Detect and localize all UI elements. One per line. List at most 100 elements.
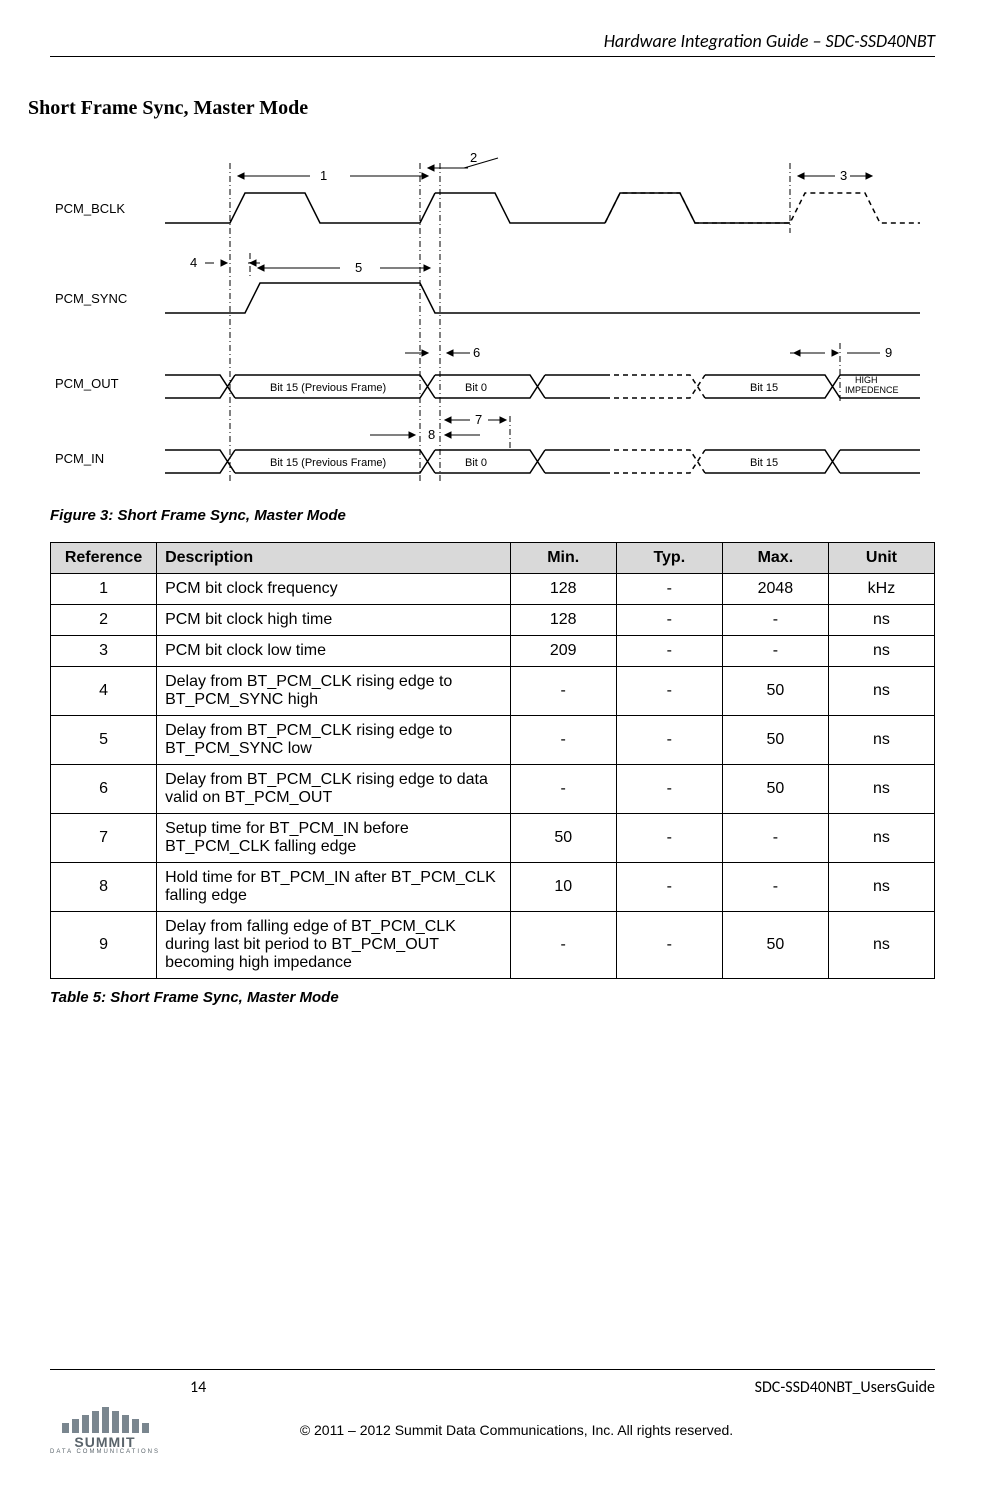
anno-8: 8: [428, 427, 435, 442]
page-footer: 14 SDC-SSD40NBT_UsersGuide SUMMIT DATA C…: [50, 1369, 935, 1455]
cell-min: 128: [510, 574, 616, 605]
th-unit: Unit: [828, 543, 934, 574]
pcm-out-hiz-l2: IMPEDENCE: [845, 385, 899, 395]
anno-1: 1: [320, 168, 327, 183]
anno-7: 7: [475, 412, 482, 427]
pcm-out-hiz-l1: HIGH: [855, 375, 878, 385]
cell-max: 50: [722, 765, 828, 814]
table-row: 6Delay from BT_PCM_CLK rising edge to da…: [51, 765, 935, 814]
cell-min: 128: [510, 605, 616, 636]
cell-max: 50: [722, 667, 828, 716]
cell-desc: PCM bit clock high time: [157, 605, 511, 636]
cell-max: 50: [722, 716, 828, 765]
cell-typ: -: [616, 863, 722, 912]
timing-table: Reference Description Min. Typ. Max. Uni…: [50, 542, 935, 979]
cell-ref: 8: [51, 863, 157, 912]
cell-min: 50: [510, 814, 616, 863]
cell-unit: ns: [828, 912, 934, 979]
th-max: Max.: [722, 543, 828, 574]
cell-ref: 1: [51, 574, 157, 605]
cell-min: 209: [510, 636, 616, 667]
cell-max: 2048: [722, 574, 828, 605]
cell-typ: -: [616, 814, 722, 863]
cell-ref: 9: [51, 912, 157, 979]
cell-ref: 7: [51, 814, 157, 863]
th-description: Description: [157, 543, 511, 574]
cell-min: -: [510, 765, 616, 814]
cell-desc: Hold time for BT_PCM_IN after BT_PCM_CLK…: [157, 863, 511, 912]
cell-ref: 4: [51, 667, 157, 716]
label-pcm-in: PCM_IN: [55, 451, 104, 466]
page-number: 14: [190, 1378, 206, 1397]
table-caption: Table 5: Short Frame Sync, Master Mode: [50, 989, 935, 1006]
figure-caption: Figure 3: Short Frame Sync, Master Mode: [50, 507, 935, 524]
logo-text: SUMMIT: [74, 1435, 135, 1449]
timing-diagram: PCM_BCLK PCM_SYNC PCM_OUT PCM_IN 1 2 3: [50, 138, 920, 488]
anno-6: 6: [473, 345, 480, 360]
cell-desc: Delay from falling edge of BT_PCM_CLK du…: [157, 912, 511, 979]
table-row: 8Hold time for BT_PCM_IN after BT_PCM_CL…: [51, 863, 935, 912]
copyright-text: © 2011 – 2012 Summit Data Communications…: [178, 1422, 855, 1438]
pcm-out-bit15: Bit 15: [750, 382, 778, 394]
th-min: Min.: [510, 543, 616, 574]
summit-logo: SUMMIT DATA COMMUNICATIONS: [50, 1405, 160, 1455]
cell-unit: ns: [828, 636, 934, 667]
table-header-row: Reference Description Min. Typ. Max. Uni…: [51, 543, 935, 574]
table-row: 5Delay from BT_PCM_CLK rising edge to BT…: [51, 716, 935, 765]
cell-unit: ns: [828, 667, 934, 716]
pcm-out-bit0: Bit 0: [465, 382, 487, 394]
logo-subtext: DATA COMMUNICATIONS: [50, 1449, 160, 1455]
table-row: 1PCM bit clock frequency128-2048kHz: [51, 574, 935, 605]
cell-ref: 6: [51, 765, 157, 814]
cell-desc: PCM bit clock frequency: [157, 574, 511, 605]
cell-unit: ns: [828, 716, 934, 765]
cell-desc: Setup time for BT_PCM_IN before BT_PCM_C…: [157, 814, 511, 863]
cell-unit: ns: [828, 863, 934, 912]
cell-desc: PCM bit clock low time: [157, 636, 511, 667]
cell-min: -: [510, 912, 616, 979]
label-pcm-sync: PCM_SYNC: [55, 291, 127, 306]
cell-typ: -: [616, 667, 722, 716]
cell-max: -: [722, 863, 828, 912]
anno-2: 2: [470, 150, 477, 165]
cell-unit: ns: [828, 814, 934, 863]
label-pcm-bclk: PCM_BCLK: [55, 201, 125, 216]
cell-min: -: [510, 667, 616, 716]
label-pcm-out: PCM_OUT: [55, 376, 119, 391]
cell-max: 50: [722, 912, 828, 979]
cell-desc: Delay from BT_PCM_CLK rising edge to BT_…: [157, 667, 511, 716]
cell-max: -: [722, 814, 828, 863]
pcm-in-bit0: Bit 0: [465, 457, 487, 469]
cell-desc: Delay from BT_PCM_CLK rising edge to BT_…: [157, 716, 511, 765]
cell-desc: Delay from BT_PCM_CLK rising edge to dat…: [157, 765, 511, 814]
table-row: 9Delay from falling edge of BT_PCM_CLK d…: [51, 912, 935, 979]
cell-unit: kHz: [828, 574, 934, 605]
doc-id: SDC-SSD40NBT_UsersGuide: [755, 1378, 935, 1397]
pcm-in-bit15: Bit 15: [750, 457, 778, 469]
cell-ref: 5: [51, 716, 157, 765]
cell-typ: -: [616, 574, 722, 605]
th-reference: Reference: [51, 543, 157, 574]
cell-typ: -: [616, 765, 722, 814]
cell-min: 10: [510, 863, 616, 912]
section-title: Short Frame Sync, Master Mode: [28, 97, 935, 120]
table-row: 4Delay from BT_PCM_CLK rising edge to BT…: [51, 667, 935, 716]
cell-unit: ns: [828, 765, 934, 814]
table-row: 7Setup time for BT_PCM_IN before BT_PCM_…: [51, 814, 935, 863]
cell-typ: -: [616, 716, 722, 765]
anno-9: 9: [885, 345, 892, 360]
header-doc-title: Hardware Integration Guide – SDC-SSD40NB…: [50, 30, 935, 57]
cell-min: -: [510, 716, 616, 765]
anno-5: 5: [355, 260, 362, 275]
table-row: 2PCM bit clock high time128--ns: [51, 605, 935, 636]
cell-ref: 3: [51, 636, 157, 667]
cell-typ: -: [616, 605, 722, 636]
cell-ref: 2: [51, 605, 157, 636]
cell-max: -: [722, 636, 828, 667]
anno-3: 3: [840, 168, 847, 183]
anno-4: 4: [190, 255, 197, 270]
pcm-out-prev: Bit 15 (Previous Frame): [270, 382, 386, 394]
pcm-in-prev: Bit 15 (Previous Frame): [270, 457, 386, 469]
cell-typ: -: [616, 636, 722, 667]
th-typ: Typ.: [616, 543, 722, 574]
